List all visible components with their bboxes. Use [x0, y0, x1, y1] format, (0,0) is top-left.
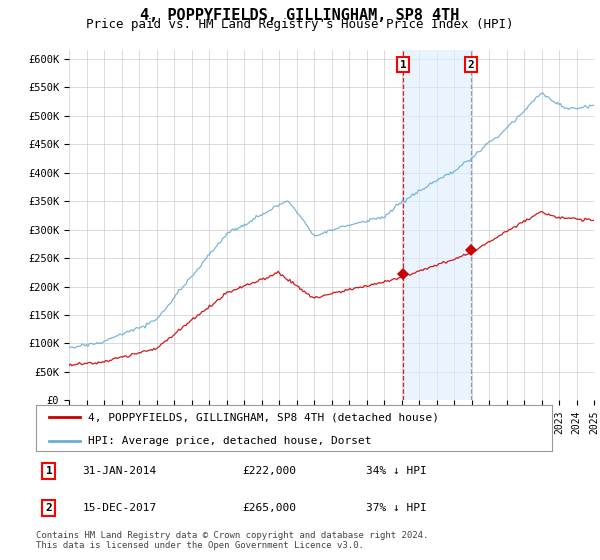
- Text: HPI: Average price, detached house, Dorset: HPI: Average price, detached house, Dors…: [88, 436, 371, 446]
- Text: 37% ↓ HPI: 37% ↓ HPI: [366, 503, 427, 513]
- Text: 34% ↓ HPI: 34% ↓ HPI: [366, 466, 427, 476]
- Text: £222,000: £222,000: [242, 466, 296, 476]
- Text: 2: 2: [46, 503, 52, 513]
- Text: 1: 1: [400, 59, 406, 69]
- Text: 31-JAN-2014: 31-JAN-2014: [82, 466, 157, 476]
- Text: 4, POPPYFIELDS, GILLINGHAM, SP8 4TH (detached house): 4, POPPYFIELDS, GILLINGHAM, SP8 4TH (det…: [88, 412, 439, 422]
- Text: £265,000: £265,000: [242, 503, 296, 513]
- Text: 15-DEC-2017: 15-DEC-2017: [82, 503, 157, 513]
- Text: 2: 2: [467, 59, 474, 69]
- Bar: [403, 50, 471, 400]
- Text: Contains HM Land Registry data © Crown copyright and database right 2024.
This d: Contains HM Land Registry data © Crown c…: [36, 531, 428, 550]
- Text: 4, POPPYFIELDS, GILLINGHAM, SP8 4TH: 4, POPPYFIELDS, GILLINGHAM, SP8 4TH: [140, 8, 460, 24]
- Text: 1: 1: [46, 466, 52, 476]
- Text: Price paid vs. HM Land Registry's House Price Index (HPI): Price paid vs. HM Land Registry's House …: [86, 18, 514, 31]
